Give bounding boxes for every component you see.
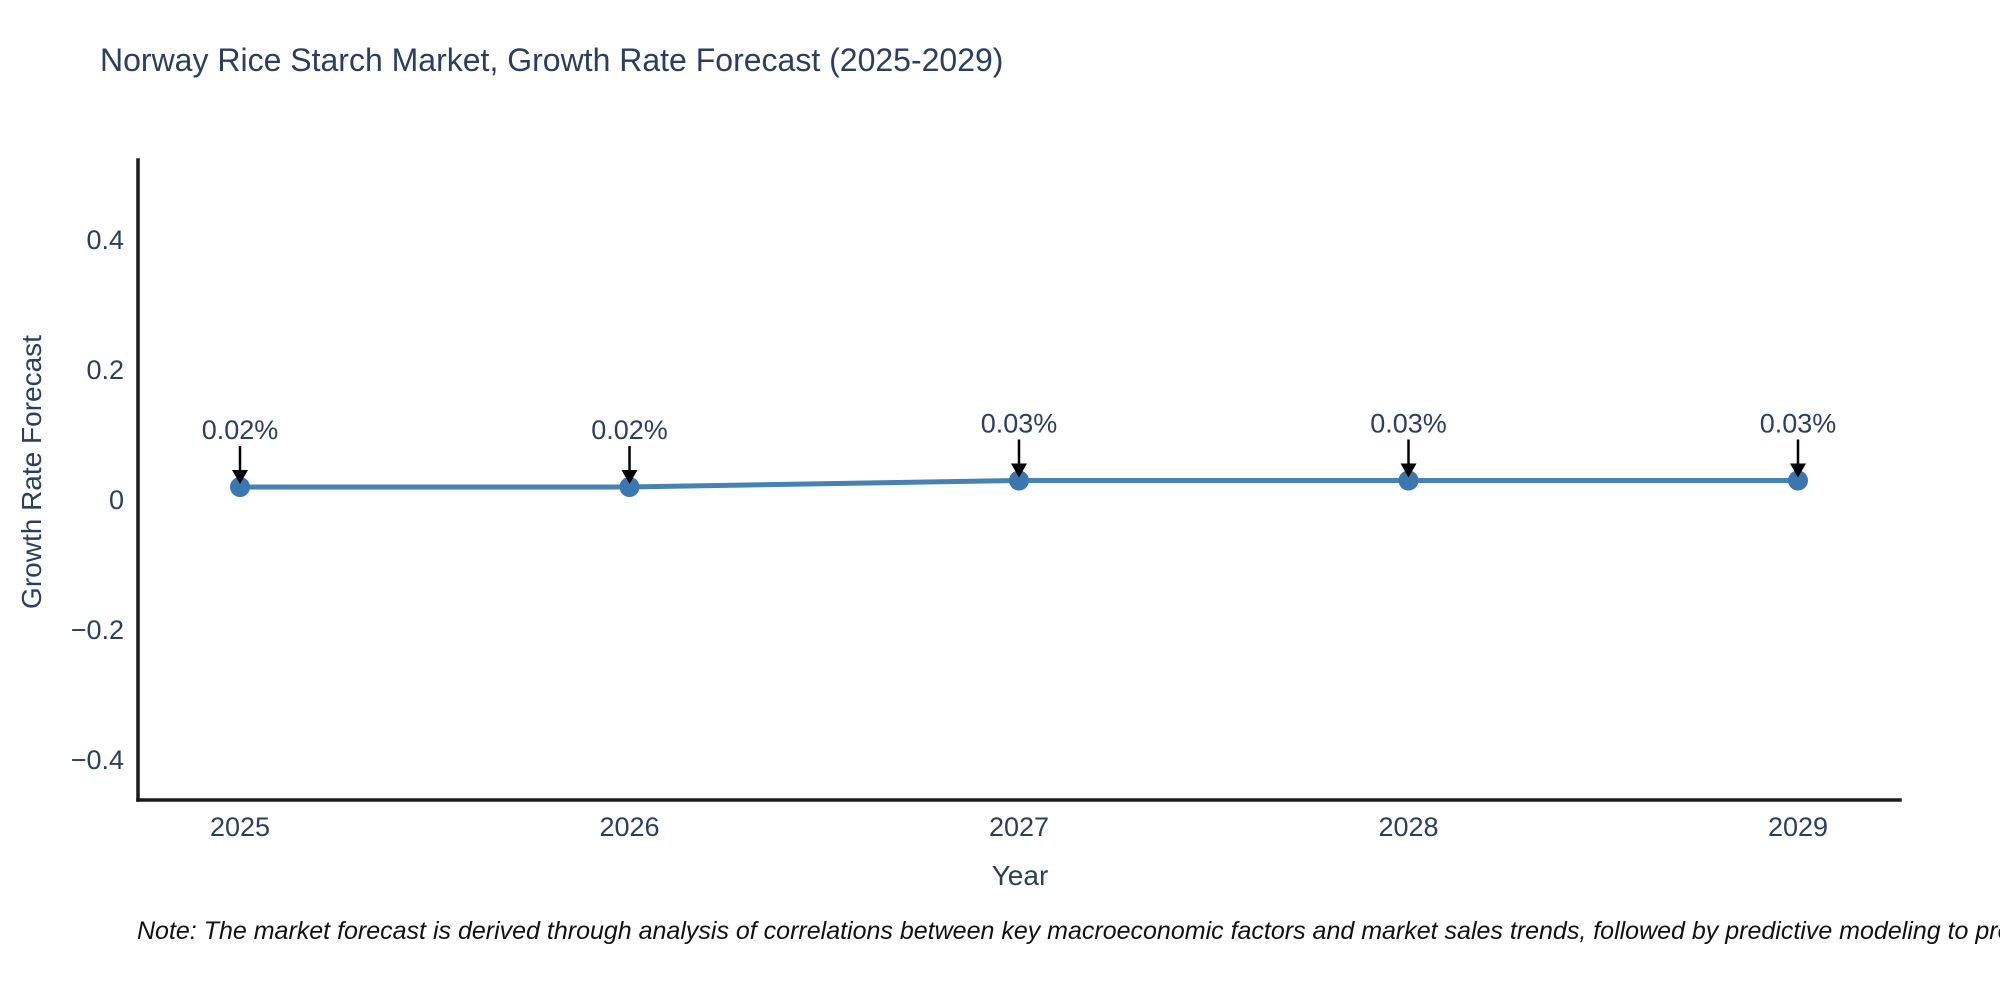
data-point-marker [1398,470,1419,491]
x-tick-label: 2028 [1378,812,1438,842]
chart-title: Norway Rice Starch Market, Growth Rate F… [100,42,1004,78]
y-tick-label: −0.4 [71,745,124,775]
data-point-marker [1009,470,1029,491]
annotation-arrow-head [1790,463,1806,478]
annotation-arrow-head [232,470,248,484]
data-point-label: 0.03% [1370,409,1447,439]
annotation-arrow-head [1011,463,1027,478]
y-tick-label: 0.2 [86,355,124,385]
y-tick-label: 0.4 [86,225,124,255]
data-point-label: 0.02% [591,415,668,445]
x-tick-label: 2029 [1768,812,1828,842]
y-tick-label: 0 [109,485,124,515]
x-tick-label: 2025 [210,812,270,842]
data-point-label: 0.02% [202,415,279,445]
annotation-arrow-head [1400,463,1417,478]
x-tick-label: 2026 [599,812,659,842]
annotation-arrow-head [621,470,638,484]
footnote: Note: The market forecast is derived thr… [137,917,2000,945]
y-tick-label: −0.2 [71,615,124,645]
data-point-marker [230,477,250,497]
data-point-marker [1788,470,1808,491]
x-tick-label: 2027 [989,812,1049,842]
x-axis-title: Year [991,860,1049,891]
data-point-label: 0.03% [981,409,1058,439]
data-point-marker [619,477,640,497]
data-point-label: 0.03% [1760,409,1837,439]
